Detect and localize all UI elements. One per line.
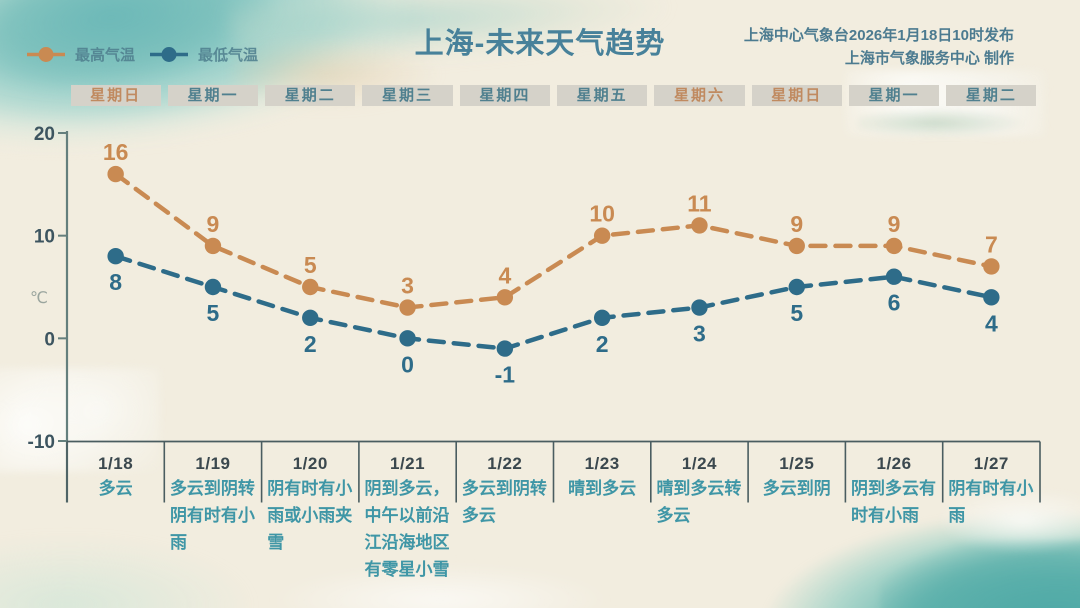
y-tick-label: -10	[28, 432, 55, 453]
data-label: 5	[304, 252, 317, 278]
data-label: 9	[207, 211, 220, 237]
data-point	[496, 289, 514, 306]
data-label: 2	[596, 331, 609, 357]
data-point	[204, 278, 222, 296]
data-label: 0	[401, 351, 414, 377]
data-point	[983, 258, 1000, 275]
date-label: 1/19	[195, 454, 231, 473]
data-point	[302, 278, 319, 296]
data-point	[107, 248, 124, 265]
data-label: 9	[790, 211, 803, 237]
high-temp-series: 16 9 5 3 4 10 11 9 9 7	[103, 139, 1000, 316]
data-point	[788, 237, 805, 255]
page-title: 上海-未来天气趋势	[414, 28, 666, 60]
data-point	[788, 278, 805, 296]
attribution: 上海中心气象台2026年1月18日10时发布 上海市气象服务中心 制作	[744, 24, 1014, 70]
data-label: 5	[790, 300, 803, 326]
attribution-line2: 上海市气象服务中心 制作	[844, 50, 1014, 67]
data-label: 10	[589, 201, 615, 227]
y-axis: 20 10 0 -10 ℃	[28, 124, 69, 503]
date-label: 1/20	[292, 454, 328, 473]
data-point	[691, 217, 708, 234]
weekday-label: 星期五	[557, 85, 648, 106]
table-grid	[66, 440, 1041, 503]
y-tick-label: 10	[34, 227, 55, 248]
legend-label-high: 最高气温	[75, 46, 136, 64]
y-tick-label: 0	[44, 329, 55, 350]
weekday-label: 星期三	[362, 85, 453, 106]
data-label: 16	[103, 139, 129, 165]
attribution-line1: 上海中心气象台2026年1月18日10时发布	[743, 27, 1014, 44]
data-label: 7	[985, 231, 998, 257]
y-axis-unit: ℃	[30, 290, 48, 307]
weekday-label: 星期一	[167, 85, 259, 106]
weather-description: 多云到阴转多云	[461, 479, 547, 525]
data-label: -1	[495, 362, 516, 388]
data-label: 2	[304, 331, 317, 357]
weather-description: 阴到多云，中午以前沿江沿海地区有零星小雪	[364, 479, 450, 579]
weather-description: 多云	[98, 479, 133, 498]
low-temp-line-dot-icon	[150, 46, 189, 62]
data-label: 11	[687, 190, 712, 216]
data-point	[399, 330, 416, 347]
legend-item-low: 最低气温	[149, 44, 258, 65]
weekday-label: 星期日	[751, 85, 842, 106]
legend: 最高气温 最低气温	[26, 44, 258, 65]
weather-description: 阴有时有小雨	[948, 479, 1034, 525]
weather-description: 多云到阴	[762, 479, 831, 498]
date-label: 1/24	[681, 454, 717, 473]
data-label: 3	[401, 273, 414, 299]
date-label: 1/23	[584, 454, 620, 473]
weekday-label: 星期二	[265, 85, 356, 106]
data-label: 4	[985, 310, 998, 336]
date-label: 1/18	[98, 454, 134, 473]
weekday-label: 星期一	[848, 85, 940, 106]
weekday-label: 星期日	[70, 85, 161, 106]
data-label: 8	[109, 269, 122, 295]
data-point	[107, 165, 124, 183]
data-label: 3	[693, 321, 706, 347]
data-point	[691, 299, 708, 316]
weekday-label: 星期二	[946, 85, 1037, 106]
data-point	[399, 299, 416, 316]
data-point	[593, 309, 611, 326]
data-label: 6	[888, 290, 901, 316]
data-point	[983, 289, 1000, 306]
date-label: 1/25	[779, 454, 815, 473]
data-point	[593, 227, 611, 244]
low-temp-series: 8 5 2 0 -1 2 3 5 6 4	[107, 248, 1000, 388]
data-label: 5	[207, 300, 220, 326]
weather-description: 阴有时有小雨或小雨夹雪	[267, 479, 353, 552]
data-point	[204, 237, 222, 255]
y-tick-label: 20	[34, 124, 55, 145]
data-point	[885, 268, 903, 285]
high-temp-line-dot-icon	[27, 46, 65, 62]
weather-description: 晴到多云转多云	[656, 479, 742, 525]
legend-item-high: 最高气温	[26, 44, 135, 65]
weekday-label: 星期六	[654, 85, 745, 106]
legend-label-low: 最低气温	[198, 46, 259, 64]
date-label: 1/21	[389, 454, 426, 473]
weather-description: 多云到阴转阴有时有小雨	[169, 479, 255, 552]
weather-description: 晴到多云	[568, 479, 637, 498]
date-label: 1/26	[876, 454, 912, 473]
data-point	[496, 340, 514, 357]
date-label: 1/22	[487, 454, 523, 473]
weather-description: 阴到多云有时有小雨	[851, 479, 937, 525]
data-point	[302, 309, 319, 326]
data-label: 4	[498, 262, 511, 288]
data-label: 9	[888, 211, 901, 237]
weekday-label: 星期四	[459, 85, 550, 106]
data-point	[885, 237, 903, 255]
date-label: 1/27	[973, 454, 1009, 473]
